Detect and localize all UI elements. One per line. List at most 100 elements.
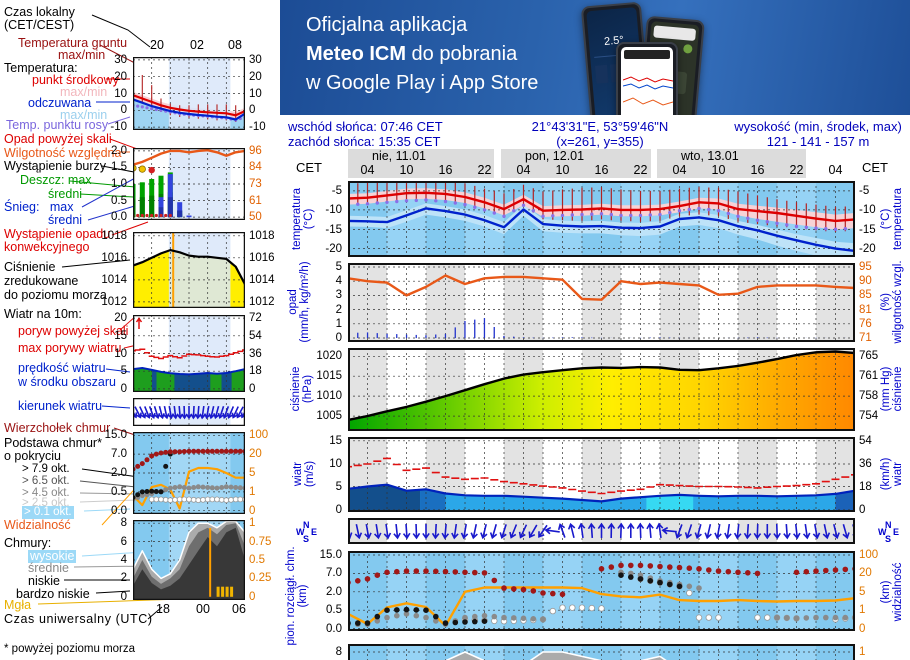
compass-letter: S bbox=[885, 534, 892, 544]
sunrise-time: wschód słońca: 07:46 CET bbox=[288, 119, 443, 134]
tick-label: 18 bbox=[859, 481, 872, 493]
legend-temp-maxmin: max/min bbox=[60, 85, 108, 99]
tick-label: 90 bbox=[859, 275, 872, 287]
compass-letter: S bbox=[303, 534, 310, 544]
tick-label: 2.0 bbox=[111, 467, 127, 479]
altitude-info: wysokość (min, środek, max) 121 - 141 - … bbox=[728, 119, 908, 149]
tick-label: 15.0 bbox=[104, 429, 127, 441]
mini-cloudbase-chart bbox=[133, 432, 245, 514]
tick-label: 1 bbox=[249, 486, 256, 498]
tick-label: 20 bbox=[249, 71, 262, 83]
legend-convective: Wystąpienie opadu bbox=[4, 227, 111, 241]
precip-humidity-panel bbox=[348, 263, 855, 342]
tick-label: 10 bbox=[249, 88, 262, 100]
sun-times: wschód słońca: 07:46 CET zachód słońca: … bbox=[288, 119, 468, 149]
tick-label: 0.25 bbox=[249, 572, 272, 584]
tick-label: 30 bbox=[249, 54, 262, 66]
legend-cloud-top: Wierzchołek chmur bbox=[4, 421, 111, 435]
tick-label: 15 bbox=[329, 435, 342, 447]
day-label: nie, 11.01 bbox=[372, 149, 426, 163]
legend-pressure-1: Ciśnienie bbox=[4, 260, 56, 274]
hour-label: 16 bbox=[594, 163, 609, 177]
mini-utc-hour-label: 18 bbox=[156, 602, 170, 616]
banner-line3: w Google Play i App Store bbox=[306, 72, 539, 94]
legend-thunder: Wystąpienie burzy bbox=[4, 159, 107, 173]
mini-precip-chart bbox=[133, 148, 245, 220]
tick-label: 0 bbox=[335, 504, 342, 516]
app-banner[interactable]: Oficjalna aplikacja Meteo ICM do pobrani… bbox=[280, 0, 910, 115]
banner-line1: Oficjalna aplikacja bbox=[306, 14, 468, 36]
legend-clouds-low: niskie bbox=[28, 574, 60, 588]
tick-label: 7.0 bbox=[111, 448, 127, 460]
tick-label: 1 bbox=[859, 604, 866, 616]
grid-point: (x=261, y=355) bbox=[556, 134, 644, 149]
tick-label: 0.5 bbox=[249, 554, 265, 566]
tick-label: 0.5 bbox=[326, 604, 342, 616]
tick-label: 0 bbox=[859, 504, 866, 516]
axis-title-left: wiatr (m/s) bbox=[292, 460, 316, 488]
pressure-panel bbox=[348, 348, 855, 431]
legend-wind-speed-1: prędkość wiatru bbox=[18, 361, 106, 375]
compass-letter: W bbox=[878, 527, 887, 537]
tick-label: 5 bbox=[335, 481, 342, 493]
legend-okta-65: > 6.5 okt. bbox=[22, 475, 70, 487]
tick-label: 2.0 bbox=[326, 586, 342, 598]
tick-label: 15.0 bbox=[319, 549, 342, 561]
tick-label: 61 bbox=[249, 195, 262, 207]
sunset-time: zachód słońca: 15:35 CET bbox=[288, 134, 441, 149]
tick-label: 765 bbox=[859, 350, 879, 362]
legend-gust-over-scale: poryw powyżej skali bbox=[18, 324, 129, 338]
cet-label-right: CET bbox=[862, 160, 888, 175]
legend-okta-79: > 7.9 okt. bbox=[22, 463, 70, 475]
tick-label: 0 bbox=[859, 623, 866, 635]
tick-label: 6 bbox=[120, 536, 127, 548]
tick-label: -10 bbox=[249, 121, 266, 133]
tick-label: 0.0 bbox=[111, 505, 127, 517]
tick-label: 100 bbox=[249, 429, 269, 441]
legend-max-gusts: max porywy wiatru bbox=[18, 341, 122, 355]
tick-label: 1015 bbox=[316, 370, 342, 382]
tick-label: 20 bbox=[859, 567, 872, 579]
mini-utc-hour-label: 00 bbox=[196, 602, 210, 616]
compass-letter: E bbox=[311, 527, 318, 537]
legend-fog: Mgła bbox=[4, 598, 32, 612]
hour-label: 04 bbox=[828, 163, 843, 177]
tick-label: 73 bbox=[249, 178, 262, 190]
hour-label: 22 bbox=[633, 163, 648, 177]
tick-label: 754 bbox=[859, 410, 879, 422]
tick-label: 1014 bbox=[249, 274, 275, 286]
tick-label: 0 bbox=[249, 383, 256, 395]
location-coords: 21°43'31"E, 53°59'46"N (x=261, y=355) bbox=[500, 119, 700, 149]
tick-label: 2.0 bbox=[111, 145, 127, 157]
tick-label: 758 bbox=[859, 390, 879, 402]
legend-utc: Czas uniwersalny (UTC) bbox=[4, 612, 153, 626]
legend-wind-dir: kierunek wiatru bbox=[18, 399, 103, 413]
tick-label: 0 bbox=[335, 332, 342, 344]
tick-label: 50 bbox=[249, 211, 262, 223]
phone-meteogram-app bbox=[616, 42, 678, 115]
mini-hour-label: 20 bbox=[150, 38, 164, 52]
legend-humidity: Wilgotność względna bbox=[4, 146, 122, 160]
tick-label: 10 bbox=[114, 88, 127, 100]
tick-label: 85 bbox=[859, 289, 872, 301]
compass-letter: N bbox=[303, 520, 310, 530]
tick-label: -15 bbox=[859, 224, 876, 236]
tick-label: 10 bbox=[329, 458, 342, 470]
tick-label: 2 bbox=[120, 572, 127, 584]
tick-label: 0.5 bbox=[111, 195, 127, 207]
axis-title-right: (km/h) wiatr bbox=[880, 457, 904, 491]
legend-feels-like: odczuwana bbox=[28, 96, 92, 110]
legend-temperature: Temperatura: bbox=[4, 61, 78, 75]
tick-label: -10 bbox=[110, 121, 127, 133]
legend-precip-over-scale: Opad powyżej skali bbox=[4, 132, 112, 146]
legend-visibility: Widzialność bbox=[4, 518, 71, 532]
hour-label: 16 bbox=[750, 163, 765, 177]
tick-label: 8 bbox=[120, 517, 127, 529]
day-label: pon, 12.01 bbox=[525, 149, 585, 163]
axis-title-right: (mm Hg) ciśnienie bbox=[880, 366, 904, 412]
legend-snow-mean: średni bbox=[48, 213, 83, 227]
tick-label: 20 bbox=[249, 448, 262, 460]
legend-local-time: Czas lokalny bbox=[4, 5, 75, 19]
